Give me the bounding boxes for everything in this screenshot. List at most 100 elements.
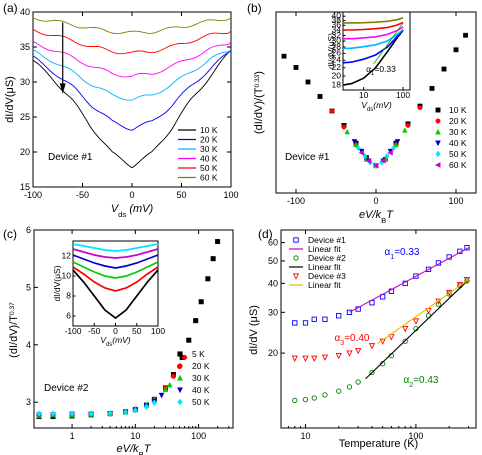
inset-y-tick-label: 36: [332, 20, 342, 30]
data-point-Device2: [402, 338, 408, 344]
inset-x-axis-label-tail: (mV): [112, 335, 131, 345]
legend-label: 5 K: [192, 349, 205, 359]
y-tick-label: 15: [20, 182, 30, 192]
data-point-20K: [182, 354, 188, 360]
data-point-50K: [36, 410, 42, 417]
alpha-main: α: [366, 64, 371, 74]
data-point-Device3: [368, 343, 376, 350]
alpha-main: α: [385, 247, 391, 258]
x-tick-label: -50: [76, 190, 89, 200]
legend-label: 40 K: [449, 138, 467, 148]
legend-label: 40 K: [200, 154, 218, 164]
x-tick-label: 0: [129, 190, 134, 200]
data-point-20K: [329, 108, 335, 114]
x-axis-label-tail: T: [144, 443, 152, 455]
y-tick-label: 40: [20, 7, 30, 17]
inset-y-tick-label: 26: [332, 48, 342, 58]
alpha-sub: 1: [390, 254, 394, 261]
inset-series-30K: [72, 261, 159, 279]
y-tick-label: 20: [268, 348, 278, 358]
y-axis-label-close: ): [253, 71, 265, 75]
legend-marker: [435, 118, 441, 124]
data-point-30K: [353, 141, 359, 148]
inset-y-tick-label: 6: [66, 311, 71, 321]
inset-series-20K: [342, 29, 404, 64]
data-point-5K: [205, 276, 211, 282]
data-point-20K: [341, 124, 347, 130]
data-point-Device1: [425, 266, 432, 272]
x-tick-label: 100: [408, 431, 423, 441]
legend-label: Linear fit: [308, 280, 341, 290]
alpha-annotation: α3=0.40: [335, 333, 370, 347]
data-point-5K: [210, 256, 216, 262]
data-point-Device3: [355, 347, 362, 355]
inset-c-frame: [72, 240, 159, 327]
fit-line: [349, 247, 469, 313]
inset-x-axis-label-main: V: [100, 335, 107, 345]
series-line-10K: [32, 50, 232, 169]
data-point-Device1: [311, 316, 317, 322]
data-point-10K: [429, 85, 435, 91]
y-axis-label: (dI/dV)/T0.37: [8, 302, 20, 358]
inset-y-tick-label: 34: [332, 25, 342, 35]
y-tick-label: 35: [20, 42, 30, 52]
legend-marker: [434, 162, 441, 168]
x-axis-label-tail: (mV): [126, 203, 153, 215]
panel-a-frame: [32, 11, 232, 188]
data-point-Device2: [322, 392, 328, 398]
data-point-10K: [305, 79, 311, 85]
alpha-sub: 3: [340, 340, 344, 347]
inset-y-tick-label: 28: [332, 41, 342, 51]
x-tick-label: 100: [191, 431, 206, 441]
inset-x-tick-label: -50: [88, 326, 101, 336]
data-point-40K: [158, 392, 165, 399]
inset-x-tick-label: 100: [151, 326, 165, 336]
y-tick-label: 50: [268, 256, 278, 266]
data-point-40K: [351, 139, 358, 145]
y-tick-label: 40: [268, 278, 278, 288]
inset-y-tick-label: 20: [332, 70, 342, 80]
data-point-30K: [162, 386, 169, 393]
legend-marker: [177, 398, 183, 406]
legend-label: Linear fit: [308, 262, 341, 272]
legend-marker: [177, 387, 183, 394]
data-point-Device2: [292, 397, 298, 404]
inset-x-axis-label: Vds(mV): [100, 335, 131, 348]
data-point-50K: [151, 399, 157, 407]
x-tick-label: -100: [287, 196, 305, 206]
y-tick-label: 4: [26, 340, 31, 350]
data-point-50K: [384, 152, 390, 160]
inset-series-5K: [72, 269, 159, 320]
inset-y-tick-label: 24: [332, 55, 342, 65]
panel-label: (b): [247, 1, 262, 15]
y-tick-label: 30: [268, 307, 278, 317]
data-point-Device2: [336, 388, 342, 394]
data-point-Device2: [302, 396, 309, 403]
data-point-60K: [387, 150, 393, 156]
data-point-60K: [365, 158, 372, 164]
data-point-Device2: [369, 369, 375, 376]
y-axis-label-main: (dI/dV)/(T: [253, 87, 265, 134]
data-point-5K: [193, 318, 199, 324]
inset-y-axis-label: dI/dV(μS): [326, 33, 336, 69]
x-tick-label: 10: [300, 431, 310, 441]
inset-x-axis-label-main: V: [361, 100, 368, 110]
legend-label: Device #2: [308, 253, 346, 263]
alpha-annotation: α2=0.43: [404, 375, 439, 389]
legend-label: 40 K: [192, 385, 210, 395]
series-line-30K: [32, 49, 232, 101]
inset-x-axis-label: Vds(mV): [361, 100, 392, 113]
data-point-20K: [417, 105, 423, 111]
legend-marker: [177, 351, 183, 357]
legend-label: 20 K: [449, 116, 467, 126]
x-tick-label: 100: [223, 190, 238, 200]
x-axis-label-main: eV/k: [117, 443, 140, 455]
data-point-Device3: [302, 355, 309, 362]
x-axis-label-sub: B: [381, 216, 386, 225]
series-line-40K: [32, 40, 232, 78]
data-point-40K: [394, 139, 401, 145]
device-annotation: Device #1: [48, 152, 93, 163]
data-point-Device2: [311, 395, 317, 401]
alpha-sub: 2: [409, 382, 413, 389]
